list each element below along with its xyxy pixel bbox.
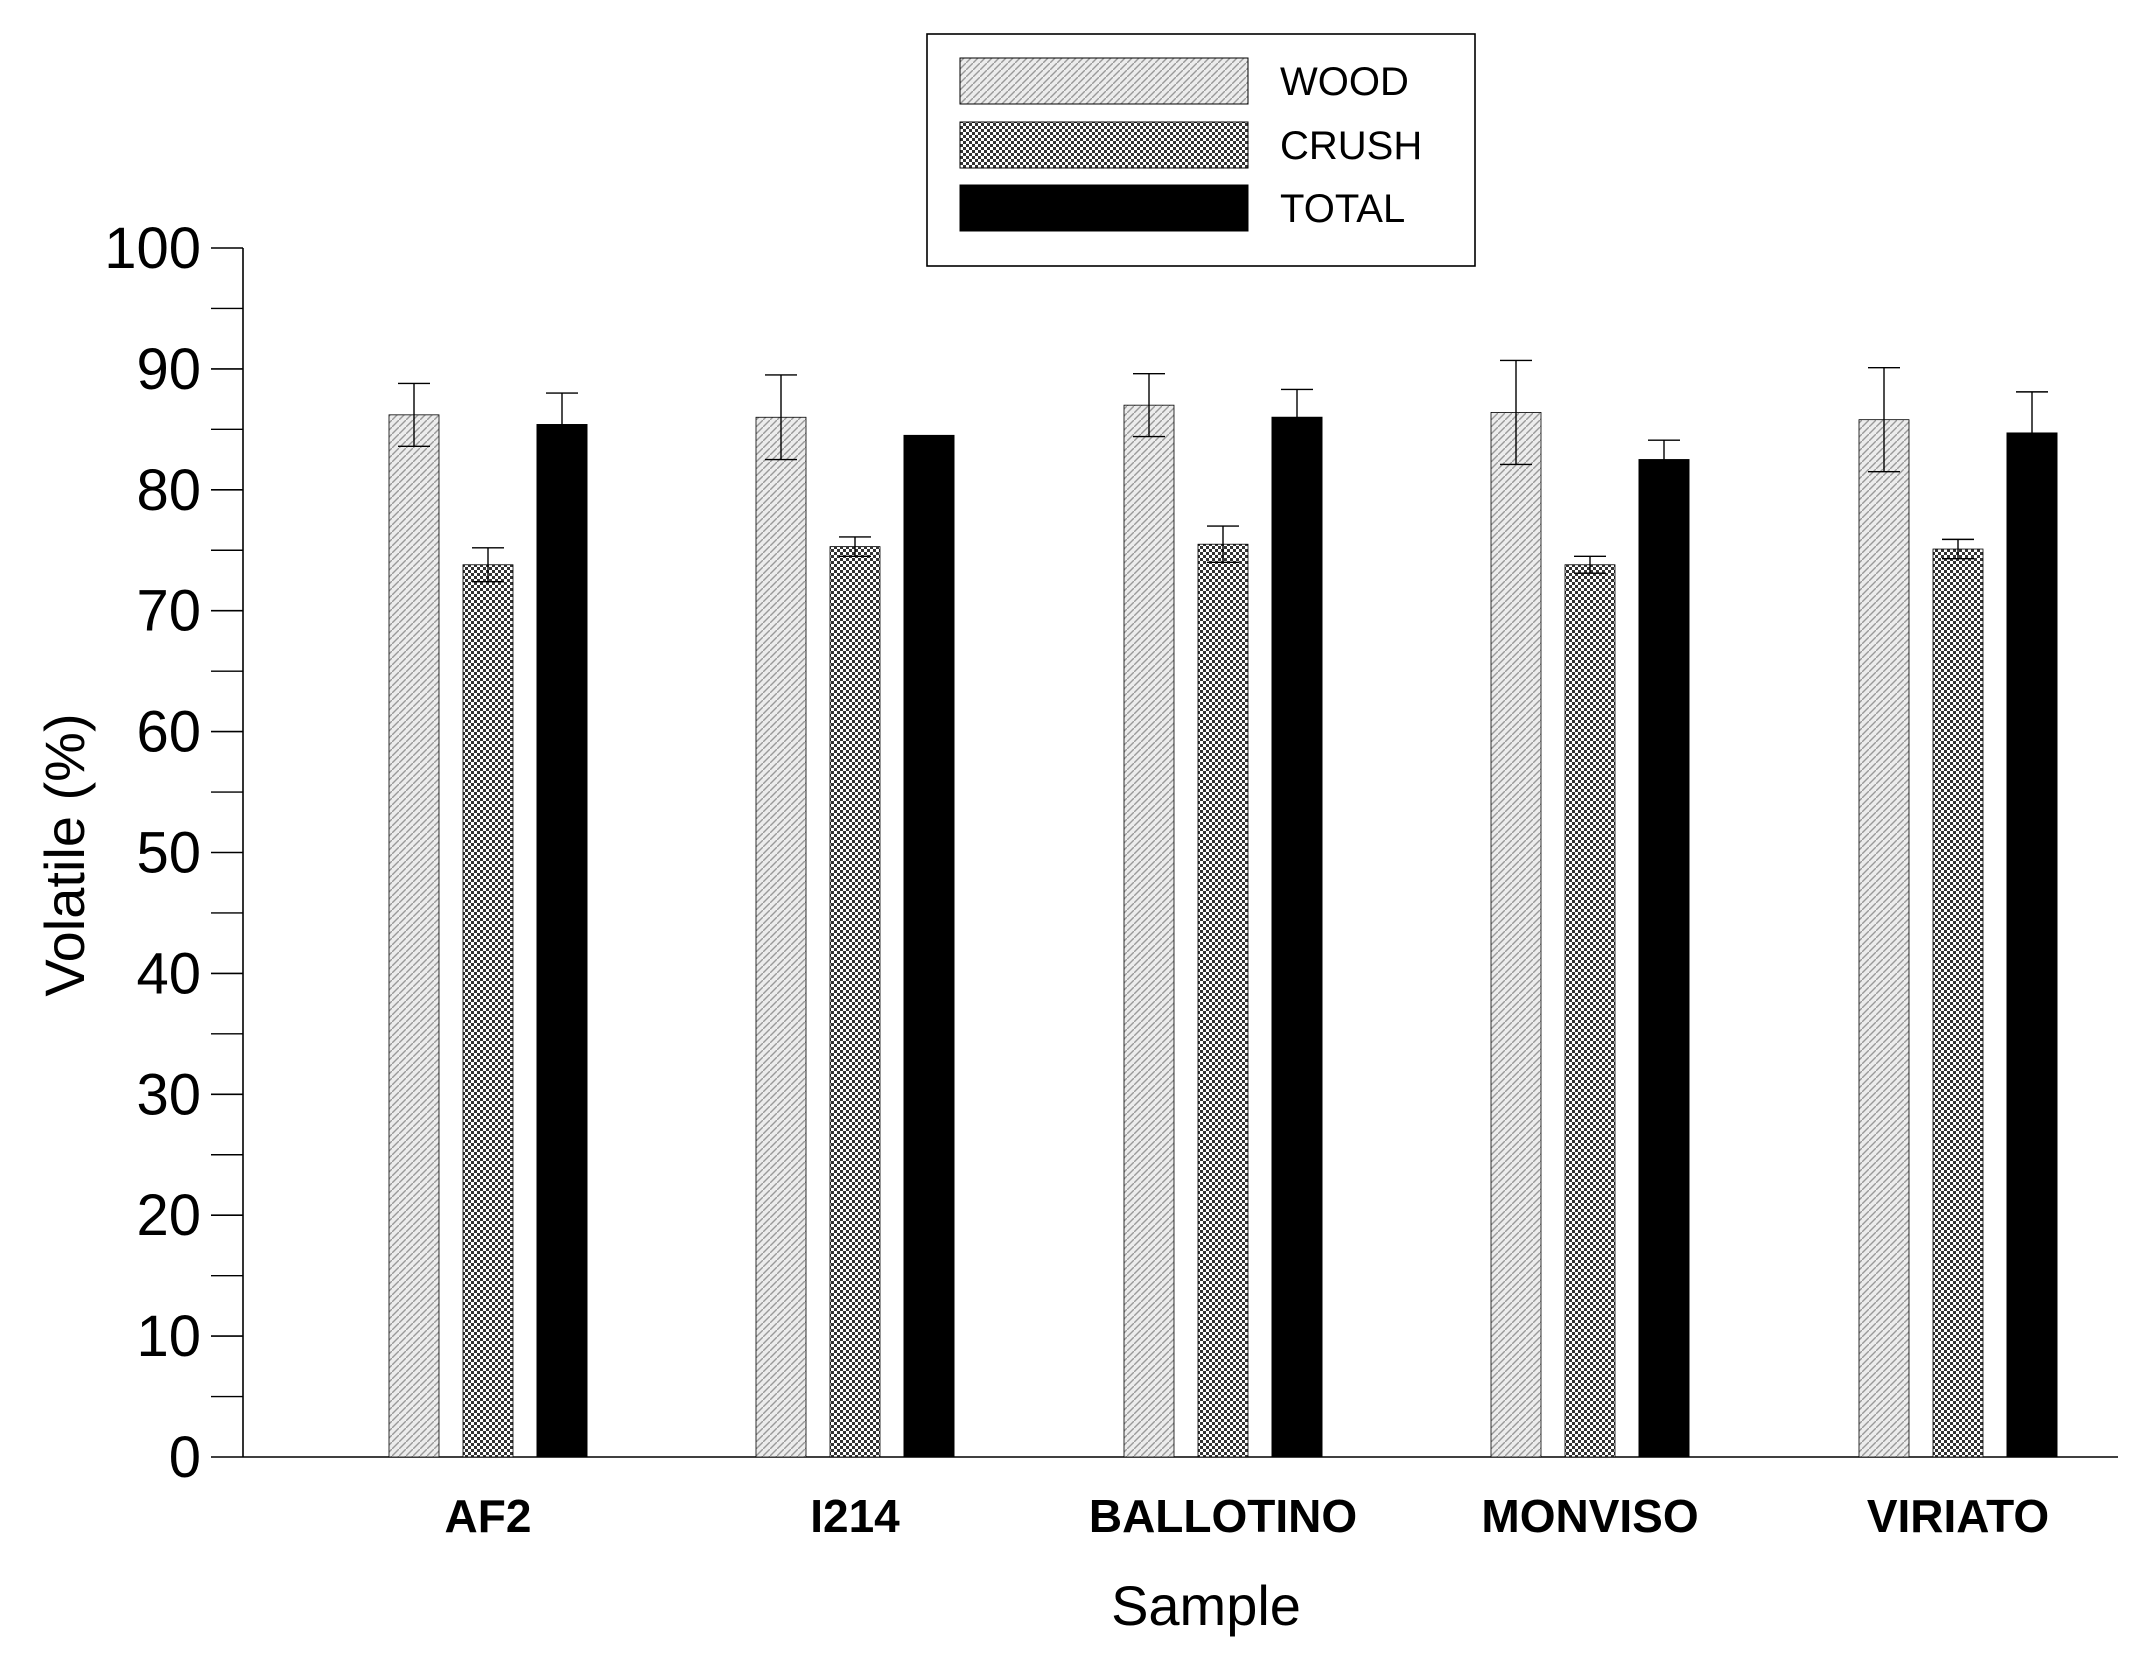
x-tick-label: MONVISO xyxy=(1481,1490,1698,1542)
bar-wood-viriato xyxy=(1858,419,1910,1458)
bars xyxy=(388,359,2058,1458)
legend-label-total: TOTAL xyxy=(1280,187,1405,231)
bar-crush-i214 xyxy=(829,546,881,1458)
bar-wood-monviso xyxy=(1490,412,1542,1458)
y-tick-label: 60 xyxy=(136,700,201,765)
y-tick-label: 100 xyxy=(104,216,201,281)
y-tick-label: 80 xyxy=(136,458,201,523)
y-tick-label: 40 xyxy=(136,941,201,1006)
x-tick-label: I214 xyxy=(810,1490,900,1542)
legend-label-crush: CRUSH xyxy=(1280,124,1422,168)
y-tick-label: 50 xyxy=(136,821,201,886)
bar-wood-i214 xyxy=(755,416,807,1458)
y-tick-label: 30 xyxy=(136,1062,201,1127)
y-tick-label: 70 xyxy=(136,579,201,644)
legend-swatch-crush xyxy=(959,121,1249,169)
bar-total-viriato xyxy=(2006,432,2058,1458)
legend-swatch-total xyxy=(959,184,1249,232)
bar-total-ballotino xyxy=(1271,416,1323,1458)
legend: WOOD CRUSH TOTAL xyxy=(926,33,1476,267)
x-tick-label: BALLOTINO xyxy=(1089,1490,1357,1542)
bar-total-monviso xyxy=(1638,459,1690,1458)
bar-crush-viriato xyxy=(1932,548,1984,1458)
x-tick-label: AF2 xyxy=(445,1490,532,1542)
bar-crush-ballotino xyxy=(1197,543,1249,1458)
y-tick-label: 90 xyxy=(136,337,201,402)
legend-label-wood: WOOD xyxy=(1280,60,1409,104)
y-axis-title: Volatile (%) xyxy=(33,713,96,996)
bar-total-af2 xyxy=(536,424,588,1458)
legend-swatch-wood xyxy=(959,57,1249,105)
x-axis-title: Sample xyxy=(1111,1574,1301,1637)
bar-wood-af2 xyxy=(388,414,440,1458)
bar-crush-monviso xyxy=(1564,564,1616,1458)
labels: 0 10 20 30 40 50 60 70 80 90 100 AF2 I214 BALLOTINO MO… xyxy=(33,216,2049,1637)
y-tick-label: 0 xyxy=(169,1425,201,1490)
y-tick-label: 10 xyxy=(136,1304,201,1369)
bar-total-i214 xyxy=(903,434,955,1458)
bar-crush-af2 xyxy=(462,564,514,1458)
y-tick-label: 20 xyxy=(136,1183,201,1248)
x-tick-label: VIRIATO xyxy=(1867,1490,2049,1542)
bar-wood-ballotino xyxy=(1123,404,1175,1458)
